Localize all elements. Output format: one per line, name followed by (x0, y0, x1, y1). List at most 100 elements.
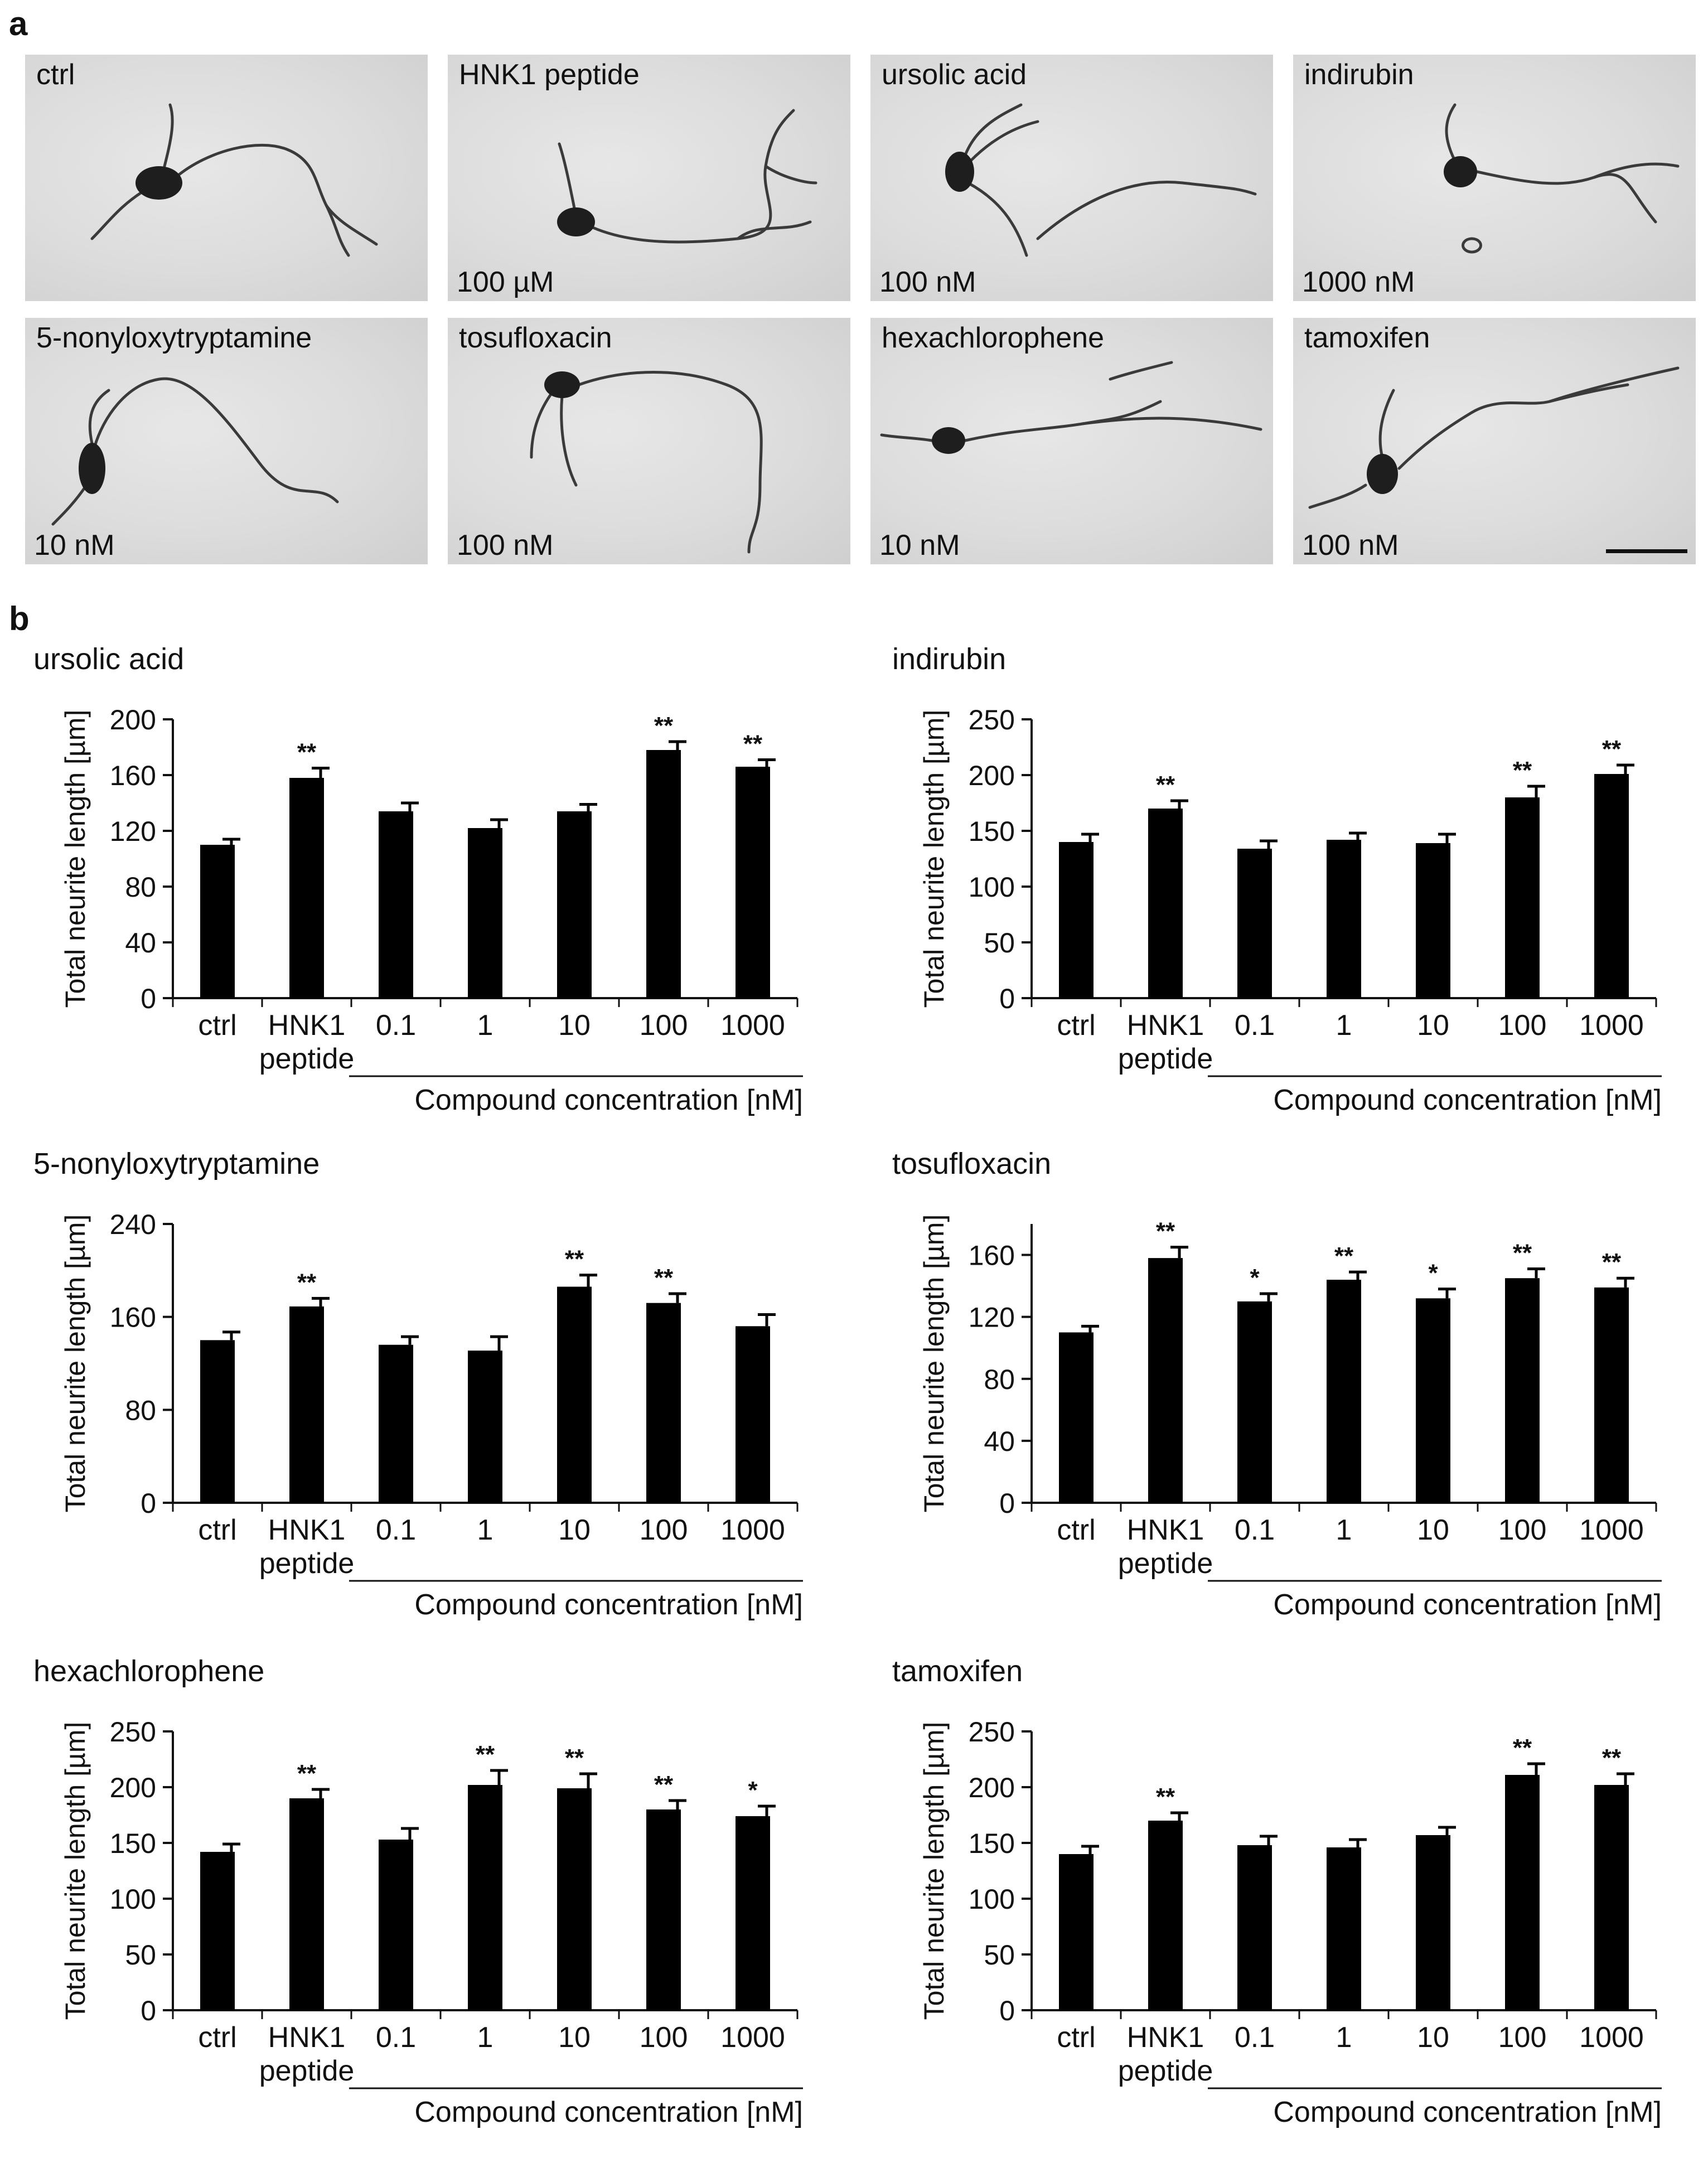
micrograph-label: tamoxifen (1304, 322, 1430, 354)
significance-marker: ** (565, 1744, 584, 1772)
x-tick-label: 0.1 (1235, 1009, 1275, 1042)
y-tick-label: 80 (984, 1364, 1015, 1395)
cell-body (557, 207, 595, 236)
x-tick-label: 0.1 (376, 2021, 416, 2054)
micrograph-label: 5-nonyloxytryptamine (36, 322, 312, 354)
bar (1148, 1258, 1183, 1503)
neurite (577, 371, 763, 554)
bar (646, 1809, 681, 2010)
micrograph-concentration: 100 µM (457, 266, 554, 298)
bar (1148, 809, 1183, 998)
y-tick-label: 0 (999, 1488, 1015, 1519)
x-tick-label: HNK1 (1127, 1009, 1204, 1042)
chart-title: hexachlorophene (33, 1654, 264, 1688)
y-tick-label: 0 (141, 1488, 156, 1519)
x-tick-label-peptide: peptide (259, 1547, 355, 1580)
cell-body (945, 152, 974, 192)
x-tick-label: 1000 (1579, 1009, 1644, 1042)
bar (1416, 843, 1450, 998)
y-tick-label: 250 (969, 1716, 1015, 1748)
bar (1416, 1298, 1450, 1503)
bar-chart: ursolic acid Total neurite length [µm] 0 40… (33, 642, 803, 1116)
x-tick-label: 0.1 (1235, 1514, 1275, 1546)
bar-chart: 5-nonyloxytryptamine Total neurite length… (33, 1147, 803, 1621)
y-tick-label: 50 (984, 927, 1015, 959)
significance-marker: * (1250, 1264, 1260, 1291)
chart-title: ursolic acid (33, 642, 184, 676)
y-axis-label: Total neurite length [µm] (918, 1214, 950, 1513)
x-axis-label: Compound concentration [nM] (414, 2096, 803, 2128)
bar (1059, 1854, 1093, 2010)
neuron-drawing (1308, 366, 1680, 509)
significance-marker: * (748, 1777, 758, 1804)
chart-hexachlorophene: hexachlorophene Total neurite length [µm]… (22, 1653, 836, 2144)
significance-marker: ** (565, 1246, 584, 1273)
neurite (591, 109, 795, 244)
neurite (1378, 389, 1395, 459)
x-tick-label: 1 (477, 2021, 493, 2054)
neurite (558, 142, 578, 218)
y-tick-label: 150 (969, 816, 1015, 847)
bar (1505, 1775, 1540, 2010)
significance-marker: ** (1602, 735, 1622, 763)
scale-bar (1606, 549, 1687, 553)
bar (1237, 849, 1272, 998)
neuron-drawing (557, 109, 817, 244)
x-tick-label: 1 (477, 1009, 493, 1042)
chart-tamoxifen: tamoxifen Total neurite length [µm] 0 50 100… (881, 1653, 1695, 2144)
bar (1327, 840, 1361, 998)
neurite (964, 400, 1162, 442)
significance-marker: ** (1513, 757, 1532, 784)
bar (1594, 1785, 1629, 2010)
y-tick-label: 200 (969, 1772, 1015, 1803)
x-axis-label: Compound concentration [nM] (1273, 2096, 1662, 2128)
y-tick-label: 120 (969, 1302, 1015, 1333)
significance-marker: * (1428, 1260, 1438, 1287)
x-tick-label: 1000 (720, 1514, 785, 1546)
significance-marker: ** (654, 712, 674, 739)
y-tick-label: 160 (110, 1302, 156, 1333)
micrograph-tosufloxacin: tosufloxacin 100 nM (448, 318, 850, 564)
y-tick-label: 50 (984, 1939, 1015, 1971)
x-tick-label: 100 (1498, 1514, 1547, 1546)
micrograph-label: hexachlorophene (882, 322, 1104, 354)
chart-title: tosufloxacin (892, 1147, 1051, 1180)
neurite (88, 389, 110, 445)
micrograph-indirubin: indirubin 1000 nM (1293, 55, 1696, 301)
bar (289, 1306, 324, 1503)
micrograph-label: tosufloxacin (459, 322, 612, 354)
x-tick-label: 1 (1336, 2021, 1352, 2054)
x-tick-label: 1000 (720, 1009, 785, 1042)
bar (1327, 1847, 1361, 2010)
y-tick-label: 100 (969, 1884, 1015, 1915)
micrograph-concentration: 10 nM (34, 529, 115, 562)
neurite (764, 164, 817, 185)
chart-title: tamoxifen (892, 1654, 1023, 1688)
micrograph-ctrl: ctrl (25, 55, 428, 301)
neurite (90, 187, 149, 240)
y-tick-label: 160 (969, 1240, 1015, 1271)
bar (379, 811, 413, 998)
x-tick-label: HNK1 (1127, 1514, 1204, 1546)
neurite (880, 433, 933, 442)
neuron-drawing (90, 103, 378, 257)
neurite (1462, 237, 1482, 254)
micrograph-label: indirubin (1304, 59, 1414, 91)
neuron-drawing (945, 103, 1257, 257)
y-tick-label: 250 (969, 704, 1015, 735)
y-axis-label: Total neurite length [µm] (60, 1722, 91, 2020)
cell-body (1367, 454, 1398, 494)
x-tick-label: 0.1 (376, 1514, 416, 1546)
bar (1327, 1280, 1361, 1503)
neurite (969, 120, 1039, 162)
x-tick-label: ctrl (1057, 1009, 1095, 1042)
x-tick-label: 1 (477, 1514, 493, 1546)
x-tick-label: ctrl (198, 2021, 236, 2054)
significance-marker: ** (1156, 771, 1175, 799)
x-axis-label: Compound concentration [nM] (1273, 1589, 1662, 1621)
x-axis-label: Compound concentration [nM] (414, 1589, 803, 1621)
micrograph-concentration: 100 nM (879, 266, 976, 298)
cell-body (1444, 156, 1477, 187)
bar (1416, 1835, 1450, 2010)
